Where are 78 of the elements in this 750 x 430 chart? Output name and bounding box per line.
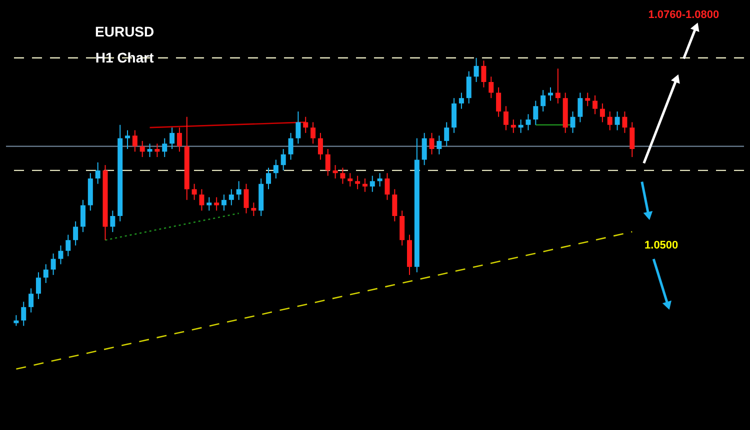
candlestick [66, 234, 71, 257]
candlestick [280, 148, 286, 171]
text: 1.0500 [644, 239, 678, 252]
candlestick [362, 178, 368, 192]
candlestick [614, 110, 620, 131]
candlestick [140, 140, 145, 158]
candlestick [288, 132, 294, 160]
candlestick [251, 202, 256, 216]
candlestick [80, 199, 86, 233]
candlestick [585, 92, 590, 107]
candlestick [221, 194, 226, 212]
candlestick [228, 188, 234, 206]
candlestick [95, 162, 100, 184]
candlestick [162, 138, 168, 158]
candlestick [526, 114, 531, 131]
candlestick [348, 172, 353, 188]
candlestick [310, 122, 316, 144]
candlestick [496, 86, 502, 118]
candlestick [332, 164, 338, 179]
candlestick [607, 110, 612, 131]
candlestick [570, 110, 576, 134]
candlestick [170, 127, 175, 150]
candlestick [392, 188, 398, 222]
candlestick [340, 167, 346, 184]
text: 1.0760-1.0800 [648, 8, 720, 21]
candlestick [518, 119, 524, 134]
candlestick [630, 122, 635, 158]
candlestick [303, 116, 308, 134]
candlestick [384, 172, 390, 200]
candlestick [503, 106, 508, 131]
candlestick [43, 264, 48, 284]
candlestick [325, 148, 330, 176]
candlestick [488, 76, 494, 99]
candlestick [296, 110, 301, 144]
candlestick [73, 220, 78, 246]
candlestick [176, 127, 182, 152]
candlestick [273, 159, 278, 179]
candlestick [125, 130, 130, 150]
candlestick [622, 110, 628, 134]
chart-subtitle: H1 Chart [95, 50, 154, 66]
candlestick [21, 301, 26, 326]
candlestick [58, 244, 64, 265]
chart-title: EURUSD [95, 23, 154, 40]
candlestick [444, 122, 450, 147]
candlestick [318, 132, 323, 160]
candlestick [429, 132, 434, 155]
candlestick [206, 196, 212, 212]
candlestick [110, 210, 116, 233]
candlestick [377, 172, 382, 188]
candlestick [555, 68, 560, 104]
candlestick [533, 100, 538, 126]
candlestick [592, 94, 598, 115]
candlestick [147, 143, 152, 158]
candlestick [236, 180, 242, 200]
candlestick [132, 130, 138, 152]
candlestick [154, 143, 160, 158]
candlestick [244, 183, 249, 214]
candlestick [266, 167, 272, 190]
candlestick [370, 175, 375, 192]
candlestick [214, 196, 220, 212]
candlestick [474, 57, 479, 83]
candlestick [540, 90, 546, 112]
candlestick [355, 175, 360, 190]
candlestick [548, 86, 554, 102]
candlestick [481, 60, 486, 88]
candlestick [36, 272, 41, 300]
candlestick [422, 132, 427, 166]
candlestick [50, 253, 56, 276]
candlestick [28, 288, 34, 313]
candlestick [458, 92, 464, 110]
candlestick [192, 183, 197, 200]
candlestick [14, 314, 19, 326]
candlestick [510, 119, 516, 134]
candlestick [199, 188, 204, 212]
candlestick [436, 135, 442, 155]
candlestick [578, 92, 583, 123]
candlestick [466, 70, 472, 104]
candlestick [600, 102, 605, 123]
